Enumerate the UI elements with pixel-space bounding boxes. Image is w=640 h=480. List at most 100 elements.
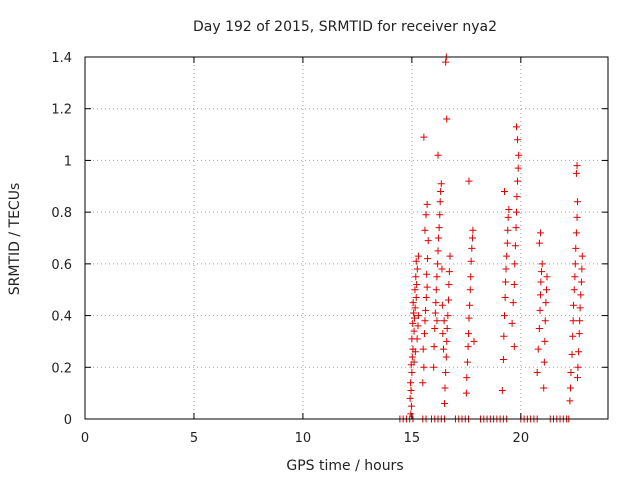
data-point [511, 260, 519, 268]
data-point [414, 322, 422, 330]
data-point [568, 350, 576, 358]
data-point [501, 293, 509, 301]
data-point [434, 260, 442, 268]
y-tick-label: 1 [64, 154, 72, 169]
data-point [540, 384, 548, 392]
data-point [573, 198, 581, 206]
data-point [408, 368, 416, 376]
data-point [509, 299, 517, 307]
data-point [543, 273, 551, 281]
data-point [435, 224, 443, 232]
data-point [441, 384, 449, 392]
data-point [412, 257, 420, 265]
data-point [407, 387, 415, 395]
data-point [503, 239, 511, 247]
data-point [446, 252, 454, 260]
data-point [571, 273, 579, 281]
data-point [512, 224, 520, 232]
data-point [421, 330, 429, 338]
x-tick-label: 10 [295, 431, 312, 446]
x-tick-label: 20 [513, 431, 530, 446]
data-point [533, 368, 541, 376]
data-point [442, 368, 450, 376]
data-point [409, 299, 417, 307]
data-point [573, 162, 581, 170]
data-point [430, 363, 438, 371]
data-point [445, 268, 453, 276]
data-point [443, 115, 451, 123]
data-point [510, 281, 518, 289]
data-point [504, 213, 512, 221]
data-point [406, 394, 414, 402]
data-point [508, 319, 516, 327]
data-point [463, 358, 471, 366]
data-point [464, 343, 472, 351]
data-point [437, 180, 445, 188]
y-tick-label: 0.4 [51, 310, 72, 325]
data-point [498, 387, 506, 395]
data-point [540, 358, 548, 366]
data-point [443, 325, 451, 332]
y-tick-label: 1.4 [51, 51, 72, 66]
data-point [412, 293, 420, 301]
data-point [465, 330, 473, 338]
data-point [571, 260, 579, 268]
data-point [433, 317, 441, 325]
data-point [443, 337, 451, 345]
data-point [434, 151, 442, 159]
data-point [578, 265, 586, 273]
data-point [577, 278, 585, 286]
data-point [500, 312, 508, 320]
data-point [439, 345, 447, 353]
data-point [431, 309, 439, 317]
y-tick-label: 0.8 [51, 206, 72, 221]
data-point [442, 353, 450, 361]
data-point [441, 399, 449, 407]
data-point [422, 306, 430, 314]
data-point [438, 265, 446, 273]
data-point [502, 265, 510, 273]
data-point [436, 198, 444, 206]
x-axis-label: GPS time / hours [286, 458, 403, 474]
data-point [434, 234, 442, 242]
data-point [572, 229, 580, 237]
data-point [504, 226, 512, 234]
data-point [578, 252, 586, 260]
data-point [575, 348, 583, 356]
data-point [572, 244, 580, 252]
x-tick-label: 0 [81, 431, 89, 446]
data-point [515, 151, 523, 159]
data-point [432, 286, 440, 294]
data-point [445, 281, 453, 289]
x-tick-label: 15 [404, 431, 421, 446]
data-point [433, 273, 441, 281]
data-point [567, 368, 575, 376]
data-point [577, 291, 585, 299]
data-point [465, 177, 473, 185]
data-point [421, 226, 429, 234]
data-point [511, 242, 519, 250]
data-point [570, 301, 578, 309]
data-point [514, 177, 522, 185]
data-point [542, 299, 550, 307]
data-point [535, 325, 543, 332]
data-point [535, 239, 543, 247]
data-point [411, 286, 419, 294]
data-point [569, 332, 577, 340]
data-point [536, 229, 544, 237]
data-point [500, 332, 508, 340]
data-point [541, 337, 549, 345]
data-point [465, 314, 473, 322]
data-point [466, 286, 474, 294]
data-point [413, 335, 421, 343]
data-point [462, 389, 470, 397]
data-point [444, 312, 452, 320]
data-point [537, 278, 545, 286]
data-point [439, 330, 447, 338]
data-point [420, 363, 428, 371]
data-point [502, 278, 510, 286]
data-point [467, 257, 475, 265]
data-point [421, 317, 429, 325]
